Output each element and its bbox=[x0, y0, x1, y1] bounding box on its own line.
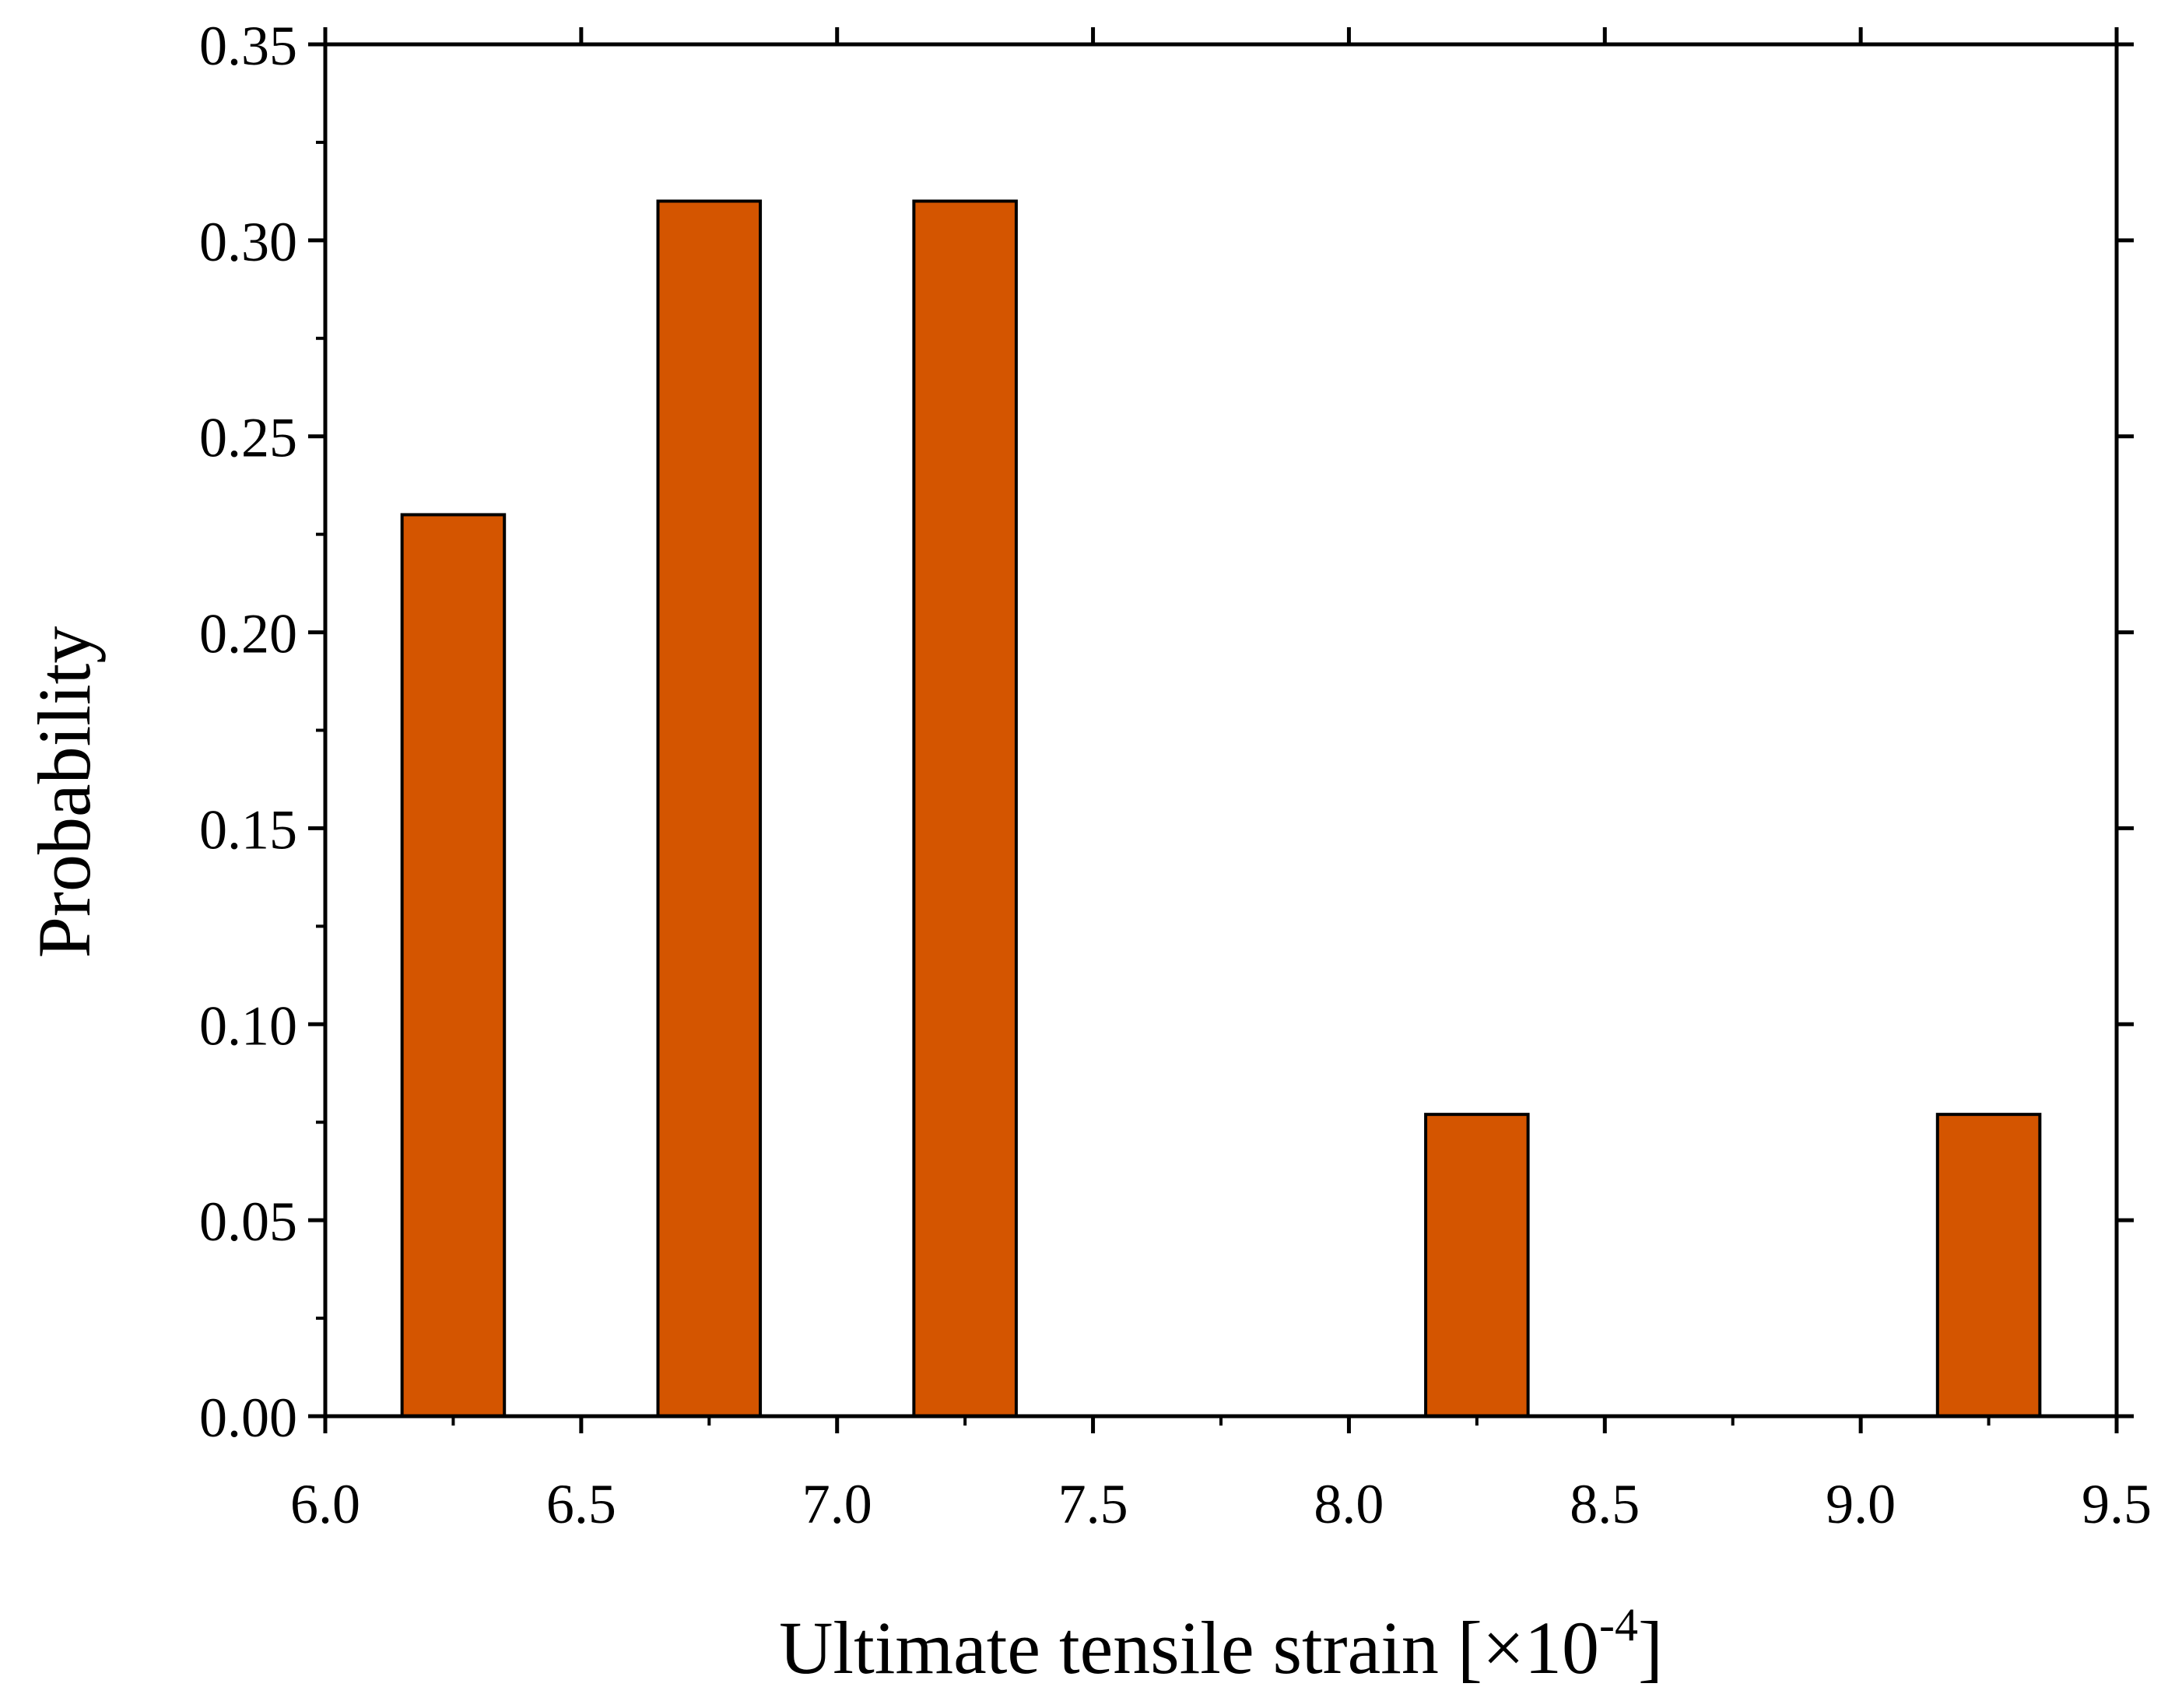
bar-2 bbox=[912, 199, 1018, 1418]
bars-group bbox=[400, 199, 2042, 1418]
bar-3 bbox=[1424, 1113, 1530, 1418]
x-tick-label-5: 8.5 bbox=[1570, 1473, 1640, 1535]
y-tick-label-3: 0.15 bbox=[199, 798, 297, 861]
y-tick-label-4: 0.20 bbox=[199, 603, 297, 665]
y-tick-label-5: 0.25 bbox=[199, 407, 297, 469]
x-tick-label-4: 8.0 bbox=[1314, 1473, 1384, 1535]
y-axis-label: Probability bbox=[23, 626, 106, 959]
x-tick-label-7: 9.5 bbox=[2082, 1473, 2152, 1535]
x-axis-label-close: ] bbox=[1638, 1606, 1663, 1689]
x-axis-label: Ultimate tensile strain [×10-4] bbox=[779, 1599, 1663, 1689]
plot-frame bbox=[323, 42, 2119, 1419]
x-tick-label-1: 6.5 bbox=[546, 1473, 616, 1535]
x-tick-label-6: 9.0 bbox=[1826, 1473, 1896, 1535]
y-tick-label-0: 0.00 bbox=[199, 1387, 297, 1449]
bar-1 bbox=[656, 199, 763, 1418]
bar-0 bbox=[400, 513, 507, 1418]
x-axis-label-exponent: -4 bbox=[1599, 1599, 1638, 1650]
x-tick-label-0: 6.0 bbox=[290, 1473, 360, 1535]
tick-labels-group: 6.0 6.5 7.0 7.5 8.0 8.5 9.0 9.5 0.00 0.05 0.10 0.15… bbox=[199, 15, 2152, 1535]
y-tick-label-2: 0.10 bbox=[199, 994, 297, 1057]
y-tick-label-6: 0.30 bbox=[199, 211, 297, 273]
x-axis-label-main: Ultimate tensile strain [×10 bbox=[779, 1606, 1599, 1689]
bar-4 bbox=[1935, 1113, 2042, 1418]
x-tick-label-2: 7.0 bbox=[802, 1473, 872, 1535]
x-tick-label-3: 7.5 bbox=[1058, 1473, 1128, 1535]
y-tick-label-7: 0.35 bbox=[199, 15, 297, 77]
y-tick-label-1: 0.05 bbox=[199, 1191, 297, 1253]
